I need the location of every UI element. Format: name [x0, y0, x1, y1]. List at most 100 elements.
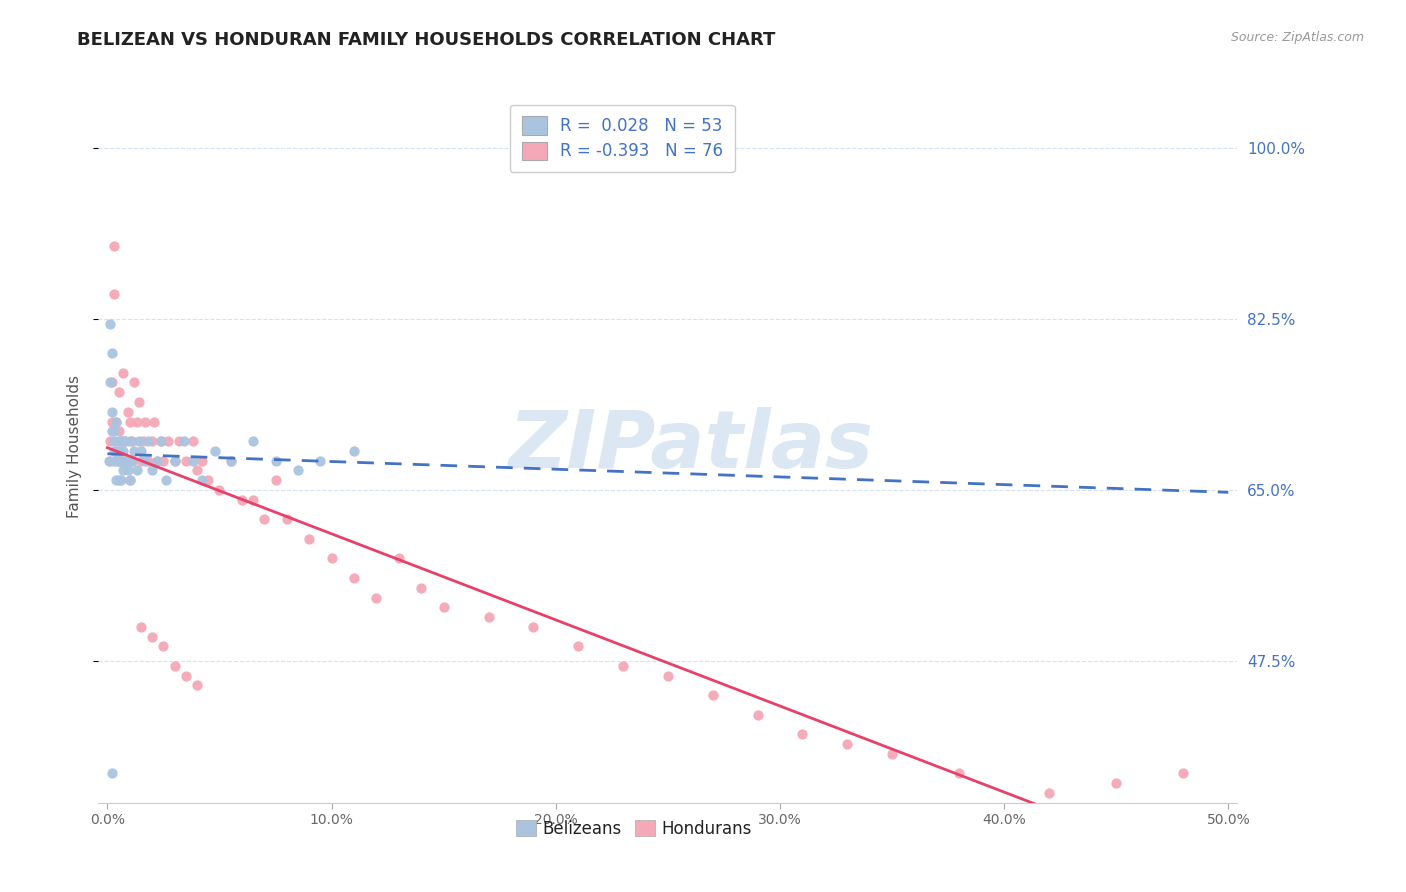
Point: [103, 238, 125, 252]
Point: [103, 425, 125, 439]
Point: [132, 434, 155, 449]
Point: [174, 453, 197, 467]
Point: [208, 483, 231, 497]
Point: [1105, 776, 1128, 790]
Point: [287, 463, 309, 477]
Point: [103, 453, 125, 467]
Point: [118, 415, 141, 429]
Point: [152, 640, 174, 654]
Point: [343, 443, 366, 458]
Y-axis label: Family Households: Family Households: [67, 375, 83, 517]
Point: [747, 707, 769, 722]
Point: [136, 434, 159, 449]
Text: ZIPatlas: ZIPatlas: [508, 407, 873, 485]
Point: [112, 453, 135, 467]
Point: [114, 453, 136, 467]
Point: [156, 434, 179, 449]
Point: [264, 473, 287, 487]
Point: [103, 434, 125, 449]
Point: [173, 434, 195, 449]
Point: [124, 443, 146, 458]
Point: [110, 473, 132, 487]
Point: [105, 443, 128, 458]
Point: [110, 434, 132, 449]
Point: [103, 287, 125, 301]
Point: [101, 766, 124, 780]
Point: [117, 463, 139, 477]
Point: [837, 737, 859, 751]
Point: [181, 434, 204, 449]
Point: [253, 512, 276, 526]
Point: [242, 434, 264, 449]
Text: Source: ZipAtlas.com: Source: ZipAtlas.com: [1230, 31, 1364, 45]
Point: [112, 434, 135, 449]
Point: [110, 453, 132, 467]
Point: [124, 376, 146, 390]
Point: [141, 630, 163, 644]
Point: [105, 443, 128, 458]
Point: [118, 434, 141, 449]
Point: [129, 620, 152, 634]
Point: [114, 434, 136, 449]
Point: [163, 453, 186, 467]
Point: [97, 453, 120, 467]
Point: [105, 415, 128, 429]
Point: [190, 453, 212, 467]
Point: [129, 443, 152, 458]
Point: [121, 453, 143, 467]
Point: [118, 473, 141, 487]
Point: [117, 405, 139, 419]
Point: [141, 434, 163, 449]
Point: [321, 551, 343, 566]
Point: [309, 453, 332, 467]
Point: [190, 473, 212, 487]
Point: [298, 532, 321, 546]
Point: [134, 453, 156, 467]
Point: [152, 453, 174, 467]
Point: [105, 453, 128, 467]
Point: [150, 434, 173, 449]
Point: [186, 678, 208, 692]
Point: [110, 434, 132, 449]
Point: [388, 551, 411, 566]
Point: [411, 581, 433, 595]
Point: [121, 453, 143, 467]
Point: [98, 376, 121, 390]
Point: [276, 512, 298, 526]
Text: BELIZEAN VS HONDURAN FAMILY HOUSEHOLDS CORRELATION CHART: BELIZEAN VS HONDURAN FAMILY HOUSEHOLDS C…: [77, 31, 776, 49]
Point: [657, 669, 679, 683]
Point: [107, 453, 129, 467]
Point: [125, 415, 148, 429]
Point: [219, 453, 242, 467]
Point: [134, 415, 156, 429]
Point: [110, 453, 132, 467]
Point: [112, 443, 135, 458]
Point: [112, 366, 135, 380]
Point: [264, 453, 287, 467]
Point: [107, 473, 129, 487]
Point: [128, 434, 150, 449]
Point: [204, 443, 226, 458]
Point: [242, 492, 264, 507]
Point: [163, 453, 186, 467]
Point: [1038, 786, 1060, 800]
Point: [219, 453, 242, 467]
Point: [567, 640, 589, 654]
Point: [129, 453, 152, 467]
Point: [98, 434, 121, 449]
Point: [105, 415, 128, 429]
Point: [118, 473, 141, 487]
Point: [141, 463, 163, 477]
Point: [107, 453, 129, 467]
Point: [128, 395, 150, 409]
Point: [181, 453, 204, 467]
Point: [343, 571, 366, 585]
Point: [101, 425, 124, 439]
Point: [121, 434, 143, 449]
Point: [612, 659, 634, 673]
Point: [98, 453, 121, 467]
Point: [163, 659, 186, 673]
Point: [136, 453, 159, 467]
Point: [103, 443, 125, 458]
Point: [150, 434, 173, 449]
